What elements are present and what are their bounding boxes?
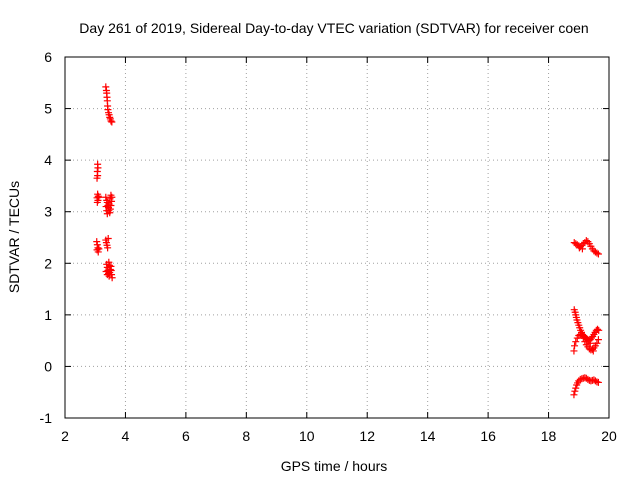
data-point bbox=[108, 274, 116, 282]
data-point bbox=[571, 387, 579, 395]
grid-lines bbox=[65, 57, 609, 418]
data-point bbox=[93, 238, 101, 246]
y-tick-label: 6 bbox=[44, 49, 52, 65]
data-point bbox=[93, 174, 101, 182]
data-point bbox=[594, 325, 602, 333]
data-point bbox=[103, 271, 111, 279]
data-point bbox=[584, 375, 592, 383]
x-tick-label: 20 bbox=[601, 428, 617, 444]
data-point bbox=[579, 334, 587, 342]
data-point bbox=[95, 245, 103, 253]
data-point bbox=[106, 195, 114, 203]
data-point bbox=[581, 338, 589, 346]
data-point bbox=[94, 248, 102, 256]
data-point bbox=[571, 342, 579, 350]
data-point bbox=[105, 258, 113, 266]
data-point bbox=[578, 245, 586, 253]
data-point bbox=[108, 118, 116, 126]
x-tick-label: 10 bbox=[299, 428, 315, 444]
data-point bbox=[579, 240, 587, 248]
data-point bbox=[595, 326, 603, 334]
x-tick-label: 4 bbox=[122, 428, 130, 444]
data-points bbox=[93, 83, 603, 399]
data-point bbox=[107, 117, 115, 125]
data-point bbox=[591, 377, 599, 385]
data-point bbox=[575, 244, 583, 252]
data-point bbox=[106, 265, 114, 273]
chart-title: Day 261 of 2019, Sidereal Day-to-day VTE… bbox=[79, 20, 588, 36]
data-point bbox=[572, 384, 580, 392]
data-point bbox=[93, 198, 101, 206]
data-point bbox=[103, 207, 111, 215]
data-point bbox=[102, 193, 110, 201]
data-point bbox=[570, 347, 578, 355]
data-point bbox=[593, 249, 601, 257]
x-axis-label: GPS time / hours bbox=[281, 458, 388, 474]
data-point bbox=[104, 106, 112, 114]
data-point bbox=[104, 235, 112, 243]
data-point bbox=[106, 113, 114, 121]
data-point bbox=[588, 345, 596, 353]
y-tick-label: 1 bbox=[44, 307, 52, 323]
y-tick-label: -1 bbox=[40, 410, 53, 426]
plot-frame bbox=[64, 56, 610, 419]
data-point bbox=[593, 339, 601, 347]
data-point bbox=[586, 339, 594, 347]
x-tick-label: 14 bbox=[420, 428, 436, 444]
data-point bbox=[105, 261, 113, 269]
data-point bbox=[594, 378, 602, 386]
x-tick-label: 12 bbox=[359, 428, 375, 444]
x-tick-label: 18 bbox=[541, 428, 557, 444]
data-point bbox=[572, 338, 580, 346]
data-point bbox=[102, 83, 110, 91]
data-point bbox=[594, 250, 602, 258]
data-point bbox=[107, 191, 115, 199]
y-tick-label: 0 bbox=[44, 358, 52, 374]
data-point bbox=[106, 205, 114, 213]
data-point bbox=[594, 336, 602, 344]
data-point bbox=[570, 391, 578, 399]
data-point bbox=[104, 244, 112, 252]
data-point bbox=[94, 164, 102, 172]
x-tick-label: 16 bbox=[480, 428, 496, 444]
y-axis-label: SDTVAR / TECUs bbox=[6, 181, 22, 293]
data-point bbox=[582, 237, 590, 245]
y-tick-label: 3 bbox=[44, 204, 52, 220]
y-tick-label: 5 bbox=[44, 101, 52, 117]
data-point bbox=[103, 210, 111, 218]
x-tick-label: 6 bbox=[182, 428, 190, 444]
x-tick-label: 2 bbox=[61, 428, 69, 444]
data-point bbox=[576, 330, 584, 338]
y-tick-label: 2 bbox=[44, 255, 52, 271]
data-point bbox=[102, 268, 110, 276]
data-point bbox=[589, 347, 597, 355]
data-point bbox=[107, 267, 115, 275]
data-point bbox=[587, 334, 595, 342]
x-tick-label: 8 bbox=[242, 428, 250, 444]
y-tick-label: 4 bbox=[44, 152, 52, 168]
data-point bbox=[105, 200, 113, 208]
